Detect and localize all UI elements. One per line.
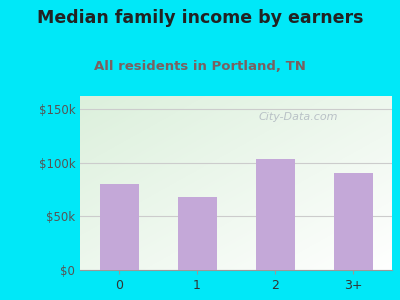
Bar [334,173,372,270]
Bar [178,197,216,270]
Bar [256,159,294,270]
Text: City-Data.com: City-Data.com [259,112,338,122]
Bar [100,184,138,270]
Text: Median family income by earners: Median family income by earners [37,9,363,27]
Text: All residents in Portland, TN: All residents in Portland, TN [94,60,306,73]
